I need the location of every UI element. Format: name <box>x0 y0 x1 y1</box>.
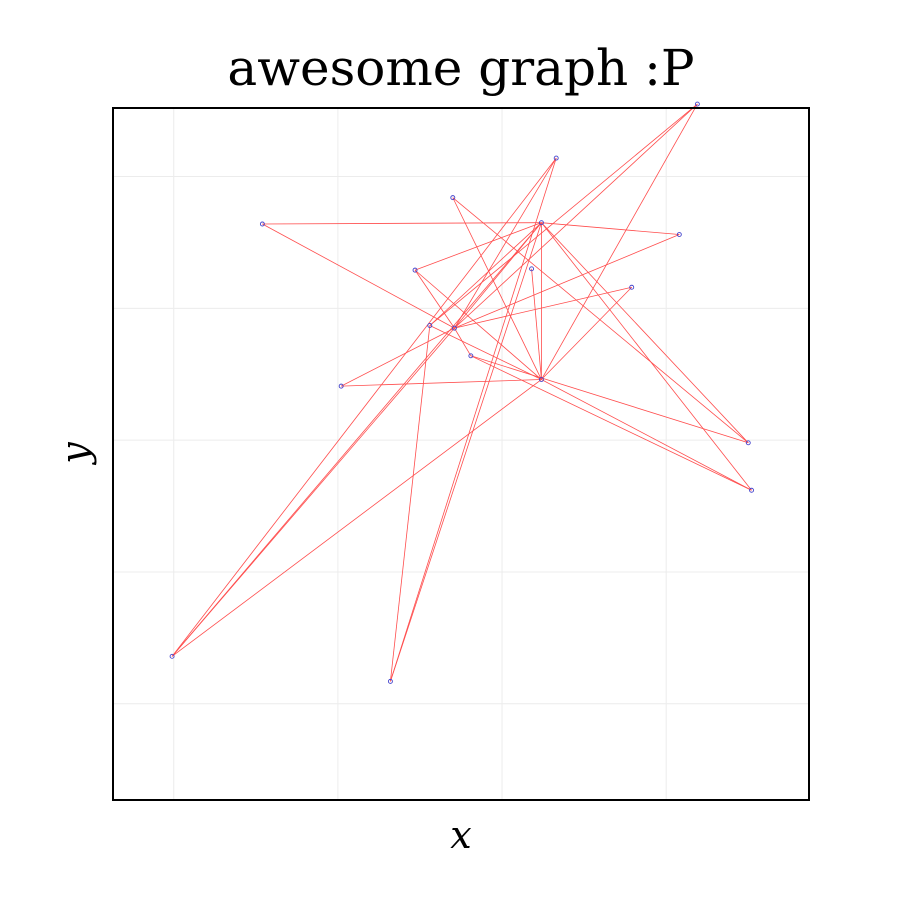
data-point <box>450 195 456 201</box>
edge-lines <box>171 103 752 682</box>
edge-line <box>390 222 542 682</box>
edge-line <box>454 222 542 329</box>
edge-line <box>262 222 542 225</box>
data-point <box>694 101 700 107</box>
edge-line <box>390 157 557 682</box>
data-point <box>259 221 265 227</box>
edge-line <box>541 379 752 491</box>
edge-line <box>470 355 752 491</box>
edge-line <box>171 222 542 657</box>
data-point <box>538 220 544 226</box>
y-axis-label: y <box>53 442 97 466</box>
edge-line <box>531 268 542 380</box>
edge-line <box>470 355 749 444</box>
data-point <box>745 440 751 446</box>
data-point <box>676 232 682 237</box>
edge-line <box>541 222 749 444</box>
data-point <box>553 155 559 161</box>
data-points <box>169 101 754 684</box>
x-axis-label: x <box>450 813 471 857</box>
edge-line <box>340 327 455 387</box>
edge-line <box>414 269 542 380</box>
edge-line <box>541 103 698 380</box>
edge-line <box>429 103 698 326</box>
data-point <box>529 266 535 272</box>
edge-line <box>454 234 680 329</box>
chart-title: awesome graph :P <box>227 39 694 97</box>
data-point <box>387 678 393 684</box>
data-point <box>629 284 635 290</box>
edge-line <box>452 197 749 444</box>
edge-line <box>341 379 542 387</box>
data-point <box>468 353 474 359</box>
edge-line <box>454 286 632 329</box>
edge-line <box>429 222 542 326</box>
data-point <box>169 653 175 659</box>
data-point <box>338 383 344 389</box>
edge-line <box>171 379 542 657</box>
edge-line <box>454 103 698 329</box>
edge-line <box>454 327 472 357</box>
edge-line <box>541 222 752 491</box>
edge-line <box>262 223 455 329</box>
edge-line <box>390 325 431 682</box>
plot-frame <box>112 107 810 801</box>
edge-line <box>454 157 557 329</box>
data-point <box>427 323 433 328</box>
data-point <box>451 325 457 331</box>
edge-line <box>414 222 542 271</box>
edge-line <box>414 269 455 329</box>
data-point <box>412 267 418 273</box>
data-point <box>749 487 754 493</box>
edge-line <box>429 325 542 380</box>
edge-line <box>541 222 680 235</box>
data-point <box>538 377 544 382</box>
